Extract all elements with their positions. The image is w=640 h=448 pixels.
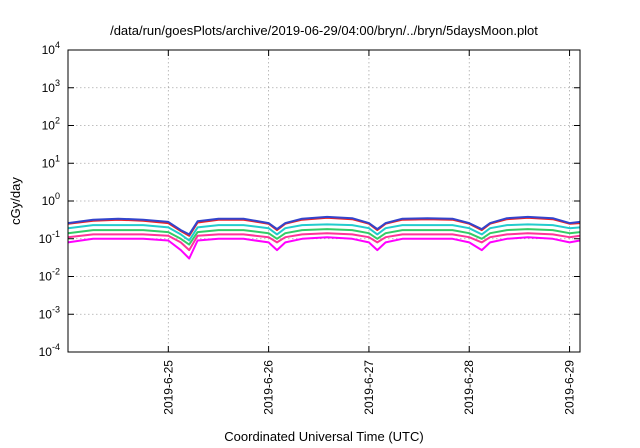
series-group <box>67 215 581 260</box>
series-line-2 <box>67 232 581 252</box>
y-tick-label: 10-1 <box>39 229 60 246</box>
y-tick-label: 10-3 <box>39 304 60 321</box>
y-tick-label: 103 <box>42 78 60 95</box>
series-line-1 <box>67 236 581 260</box>
y-tick-label: 101 <box>42 153 60 170</box>
y-tick-label: 102 <box>42 116 60 133</box>
x-tick-label: 2019-6-29 <box>563 360 577 415</box>
grid <box>68 50 580 352</box>
y-tick-label: 10-2 <box>39 267 60 284</box>
ticks: 10-4 10-3 10-2 10-1 100 101 102 103 104 2019-6-25… <box>39 40 580 415</box>
x-tick-label: 2019-6-26 <box>262 360 276 415</box>
y-tick-label: 10-4 <box>39 342 60 359</box>
chart-title: /data/run/goesPlots/archive/2019-06-29/0… <box>110 23 538 38</box>
x-tick-label: 2019-6-27 <box>362 360 376 415</box>
y-tick-label: 104 <box>42 40 60 57</box>
series-line-6 <box>67 215 581 236</box>
x-tick-label: 2019-6-25 <box>161 360 175 415</box>
y-axis-label: cGy/day <box>8 177 23 225</box>
x-axis-label: Coordinated Universal Time (UTC) <box>224 429 423 444</box>
series-line-4 <box>67 223 581 242</box>
series-line-3 <box>67 228 581 246</box>
y-tick-label: 100 <box>42 191 60 208</box>
x-tick-label: 2019-6-28 <box>462 360 476 415</box>
